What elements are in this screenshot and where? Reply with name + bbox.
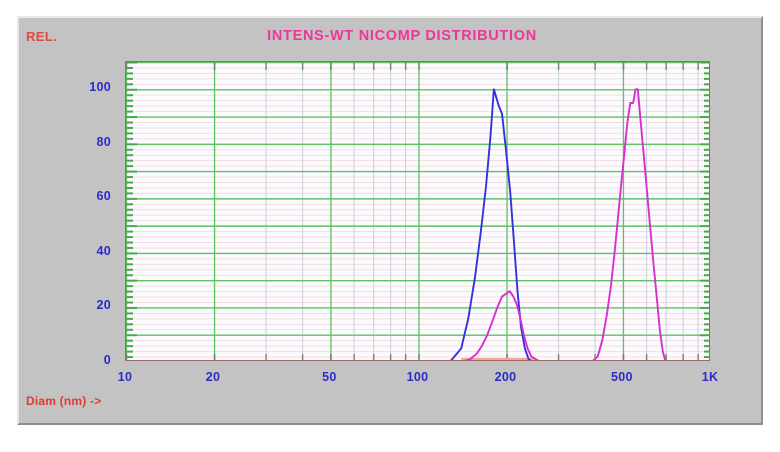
series-number-weighted-magenta [464,88,667,360]
page-title: INTENS-WT NICOMP DISTRIBUTION [267,28,537,44]
major-horizontal-gridlines [126,62,709,336]
minor-vertical-gridlines [214,62,699,360]
chart-svg [126,62,709,360]
salmon-baseline-band [461,358,534,360]
x-axis-caption: Diam (nm) -> [26,394,102,408]
plot-area [125,61,710,361]
y-axis-caption: REL. [26,29,58,44]
axis-tick-marks [126,62,709,360]
plot-canvas [126,62,709,360]
series-intensity-weighted-blue [450,88,532,360]
minor-horizontal-gridlines [126,62,709,358]
major-vertical-gridlines [126,62,625,360]
